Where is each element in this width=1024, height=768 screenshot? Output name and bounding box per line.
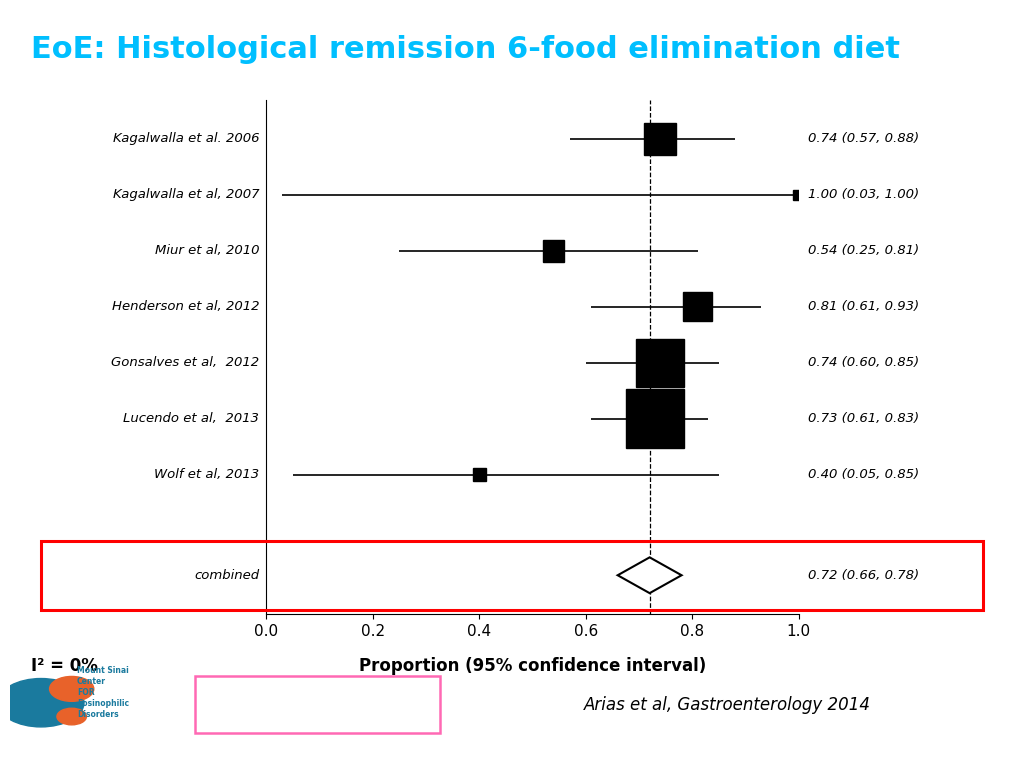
Text: 0.74 (0.60, 0.85): 0.74 (0.60, 0.85)	[809, 356, 920, 369]
Text: Kagalwalla et al, 2007: Kagalwalla et al, 2007	[113, 188, 259, 201]
Text: Proportion (95% confidence interval): Proportion (95% confidence interval)	[358, 657, 707, 674]
Text: Gonsalves et al,  2012: Gonsalves et al, 2012	[111, 356, 259, 369]
Circle shape	[49, 677, 94, 701]
Bar	[683, 292, 713, 322]
Polygon shape	[617, 558, 682, 593]
Bar	[636, 339, 684, 386]
Text: Arias et al, Gastroenterology 2014: Arias et al, Gastroenterology 2014	[584, 696, 870, 713]
Text: Kagalwalla et al. 2006: Kagalwalla et al. 2006	[113, 133, 259, 145]
Text: combined: combined	[195, 569, 259, 581]
Bar	[543, 240, 564, 261]
Bar	[794, 190, 804, 200]
Text: 0.40 (0.05, 0.85): 0.40 (0.05, 0.85)	[809, 468, 920, 481]
Text: Mount Sinai
Center
FOR
Eosinophilic
Disorders: Mount Sinai Center FOR Eosinophilic Diso…	[77, 666, 129, 720]
Text: 0.72 (0.66, 0.78): 0.72 (0.66, 0.78)	[809, 569, 920, 581]
Text: 0.74 (0.57, 0.88): 0.74 (0.57, 0.88)	[809, 133, 920, 145]
Circle shape	[0, 679, 84, 727]
Text: I² = 0%: I² = 0%	[31, 657, 97, 674]
Bar	[473, 468, 486, 482]
Text: Lucendo et al,  2013: Lucendo et al, 2013	[123, 412, 259, 425]
Text: 1.00 (0.03, 1.00): 1.00 (0.03, 1.00)	[809, 188, 920, 201]
Text: Wolf et al, 2013: Wolf et al, 2013	[154, 468, 259, 481]
Bar	[644, 123, 676, 155]
Bar	[626, 389, 684, 448]
Text: Miur et al, 2010: Miur et al, 2010	[155, 244, 259, 257]
Text: EoE: Histological remission 6-food elimination diet: EoE: Histological remission 6-food elimi…	[31, 35, 900, 65]
Text: 0.73 (0.61, 0.83): 0.73 (0.61, 0.83)	[809, 412, 920, 425]
Text: Henderson et al, 2012: Henderson et al, 2012	[112, 300, 259, 313]
Text: Children: 73%, Adults: 71%: Children: 73%, Adults: 71%	[195, 696, 440, 713]
Text: 0.54 (0.25, 0.81): 0.54 (0.25, 0.81)	[809, 244, 920, 257]
Circle shape	[57, 708, 86, 725]
Text: 0.81 (0.61, 0.93): 0.81 (0.61, 0.93)	[809, 300, 920, 313]
